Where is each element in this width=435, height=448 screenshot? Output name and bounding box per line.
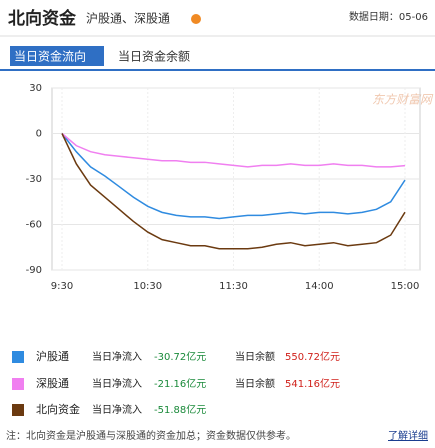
y-tick-label: -90	[26, 265, 42, 276]
date: 数据日期：05-06	[349, 10, 428, 23]
more-link[interactable]: 了解详细	[388, 429, 428, 442]
legend-swatch	[12, 378, 24, 390]
net-value: -51.88亿元	[154, 403, 206, 416]
y-tick-label: -60	[26, 220, 42, 231]
net-label: 当日净流入	[92, 377, 142, 390]
note: 注：北向资金是沪股通与深股通的资金加总；资金数据仅供参考。	[6, 429, 296, 442]
title: 北向资金	[8, 8, 77, 29]
net-label: 当日净流入	[92, 403, 142, 416]
tab-active-bg[interactable]	[10, 46, 104, 66]
legend-name: 深股通	[36, 377, 69, 390]
net-value: -30.72亿元	[154, 350, 206, 363]
balance-label: 当日余额	[235, 377, 275, 390]
y-tick-label: -30	[26, 174, 42, 185]
x-tick-label: 11:30	[219, 281, 248, 292]
series-line	[61, 132, 406, 168]
watermark: 东方财富网	[372, 93, 434, 107]
y-tick-label: 0	[36, 129, 42, 140]
balance-label: 当日余额	[235, 350, 275, 363]
balance-value: 541.16亿元	[285, 377, 340, 390]
legend-swatch	[12, 404, 24, 416]
legend-swatch	[12, 351, 24, 363]
tab[interactable]: 当日资金流向	[14, 49, 86, 64]
help-icon[interactable]	[191, 14, 201, 24]
balance-value: 550.72亿元	[285, 350, 340, 363]
x-tick-label: 9:30	[51, 281, 73, 292]
series-line	[61, 133, 406, 250]
x-tick-label: 14:00	[305, 281, 334, 292]
net-label: 当日净流入	[92, 350, 142, 363]
y-tick-label: 30	[29, 83, 42, 94]
net-value: -21.16亿元	[154, 377, 206, 390]
tab[interactable]: 当日资金余额	[118, 49, 190, 64]
x-tick-label: 15:00	[391, 281, 420, 292]
legend-name: 北向资金	[36, 402, 80, 416]
legend-name: 沪股通	[36, 349, 69, 363]
subtitle: 沪股通、深股通	[86, 12, 170, 26]
series-line	[61, 133, 406, 220]
x-tick-label: 10:30	[133, 281, 162, 292]
